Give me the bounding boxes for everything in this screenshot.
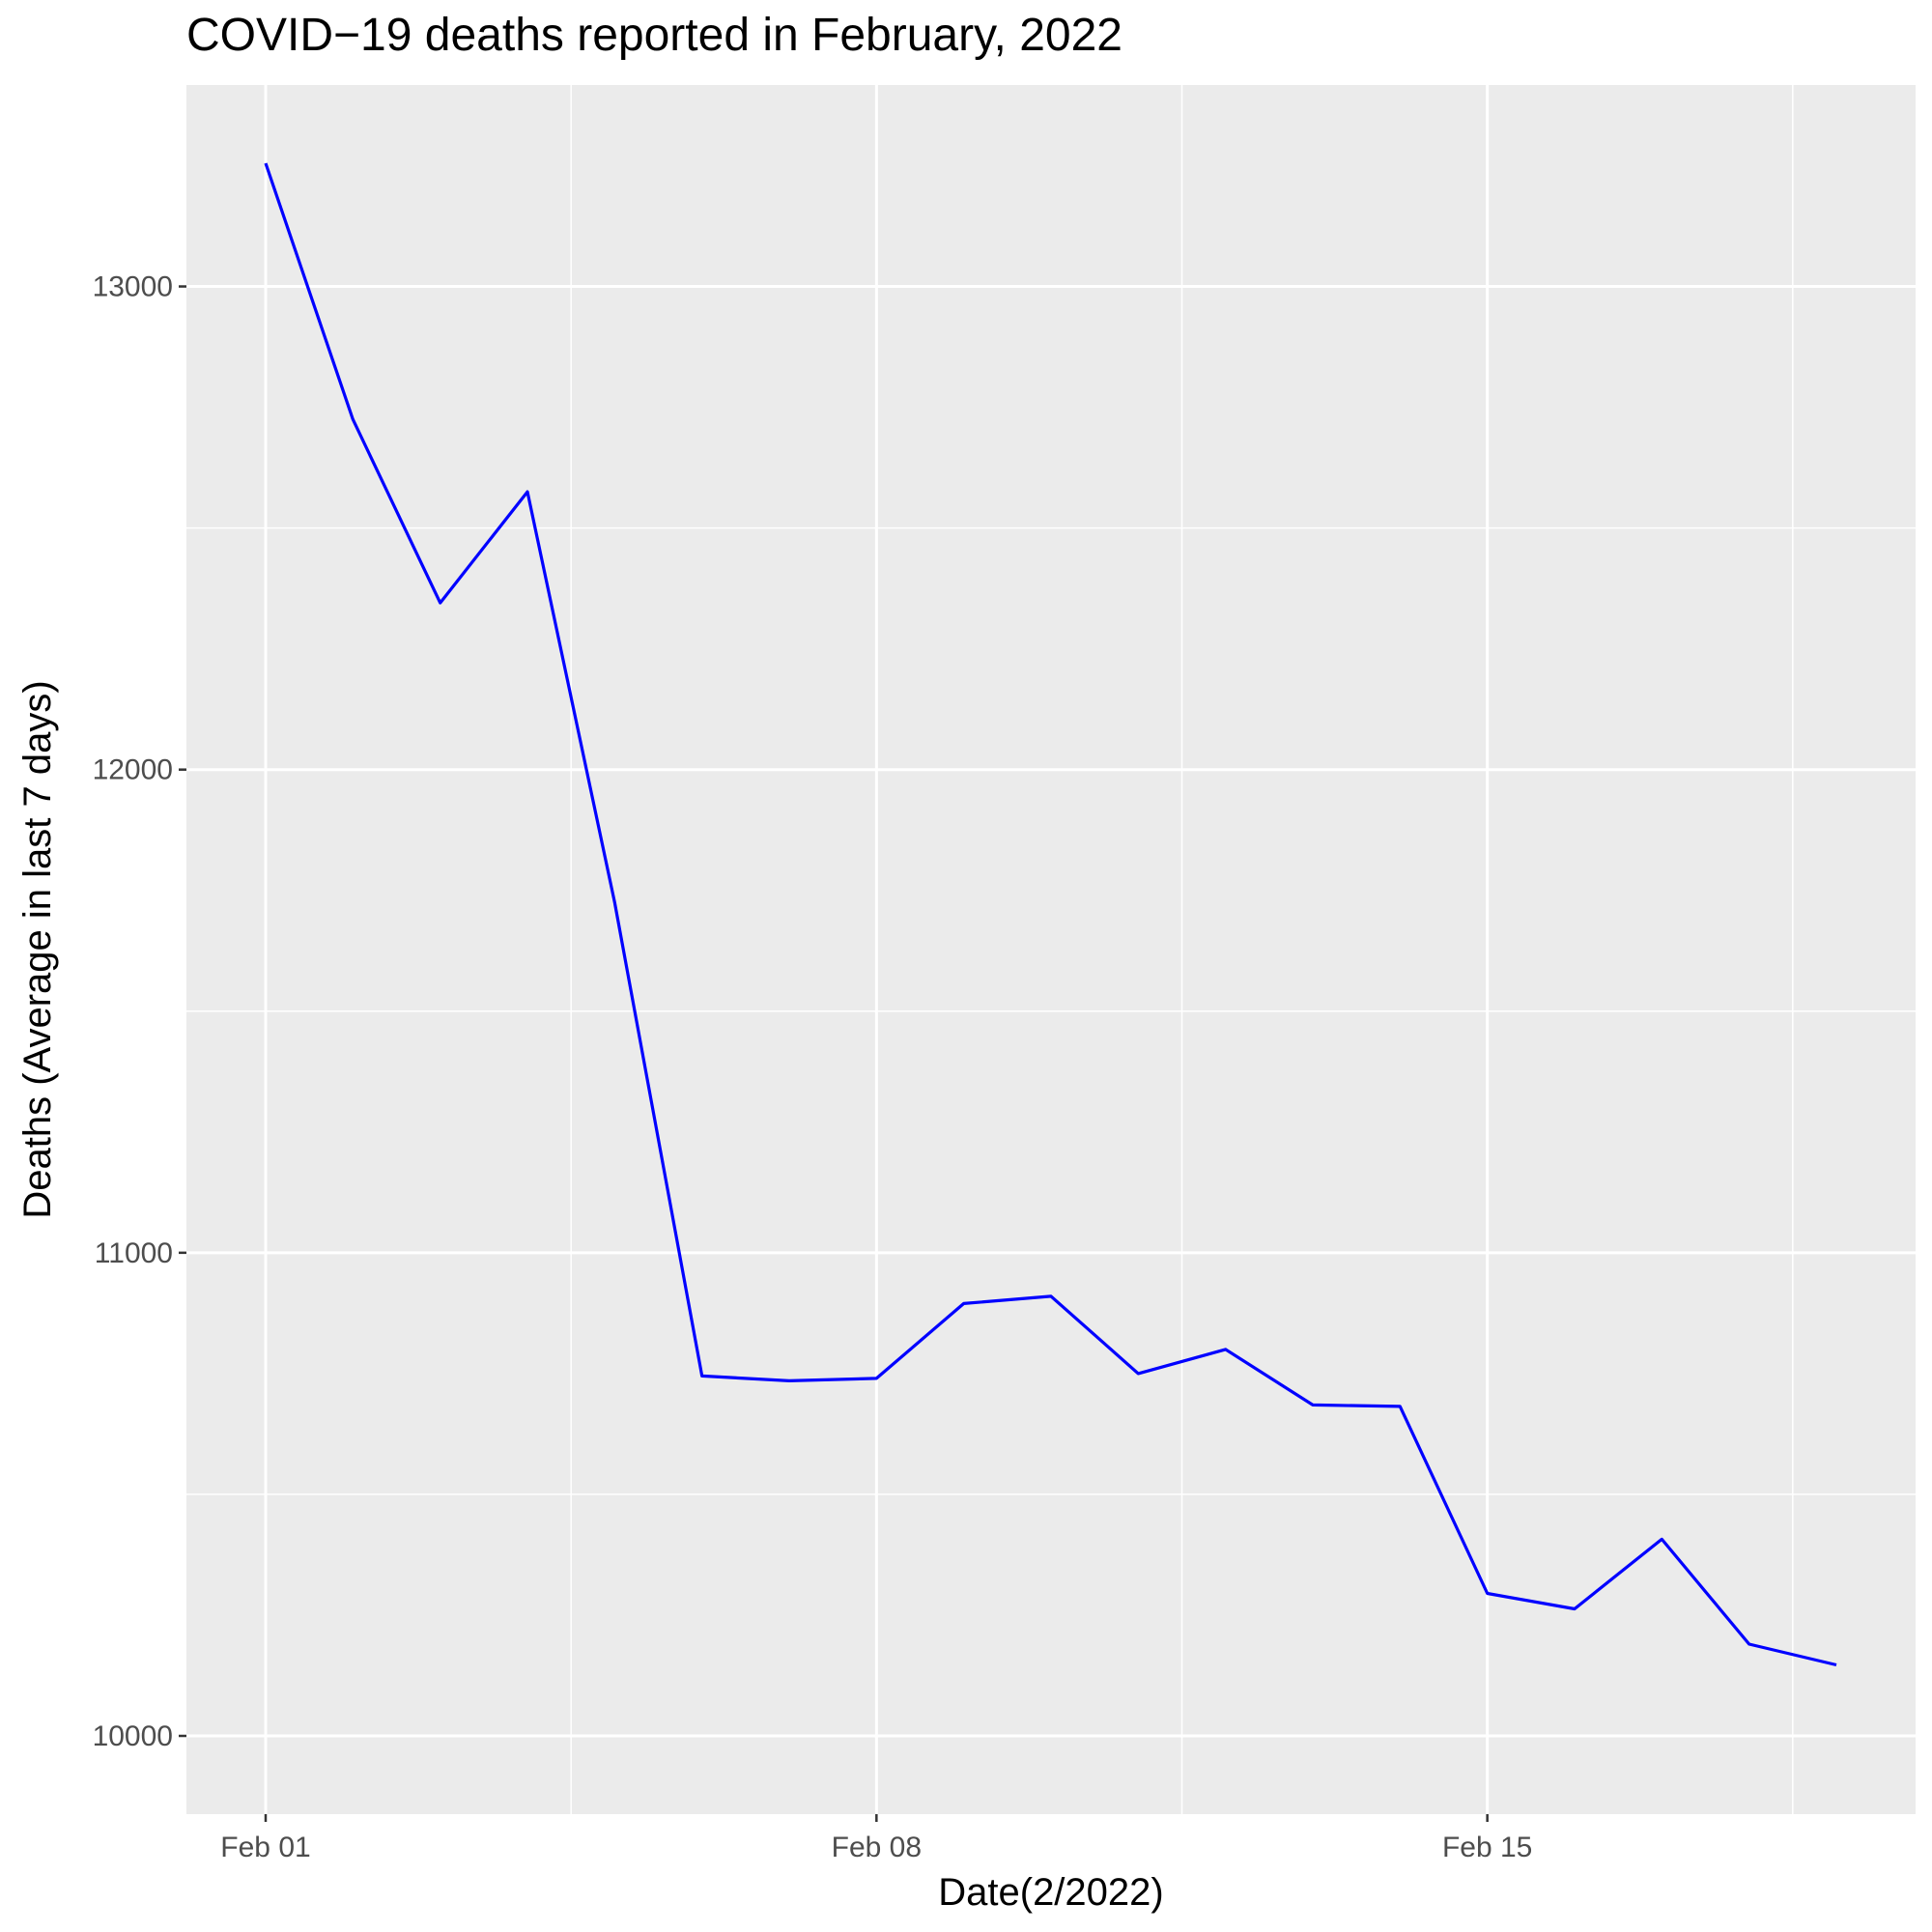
x-tick-label: Feb 01	[220, 1832, 310, 1863]
y-tick-label: 10000	[93, 1720, 173, 1752]
y-tick-label: 13000	[93, 271, 173, 303]
y-tick-label: 11000	[95, 1237, 173, 1269]
x-tick-label: Feb 08	[832, 1832, 922, 1863]
x-axis-title: Date(2/2022)	[938, 1871, 1163, 1914]
minor-gridlines	[186, 85, 1916, 1814]
plot-panel	[186, 85, 1916, 1814]
series-layer	[264, 162, 1837, 1667]
x-axis: Feb 01 Feb 08 Feb 15	[220, 1814, 1532, 1863]
series-line-0	[264, 162, 1837, 1667]
y-axis: 10000 11000 12000 13000	[93, 271, 186, 1752]
x-tick-label: Feb 15	[1442, 1832, 1532, 1863]
major-gridlines	[186, 85, 1916, 1814]
y-axis-title: Deaths (Average in last 7 days)	[16, 680, 59, 1218]
y-tick-label: 12000	[93, 754, 173, 786]
chart-title: COVID−19 deaths reported in February, 20…	[186, 10, 1122, 61]
